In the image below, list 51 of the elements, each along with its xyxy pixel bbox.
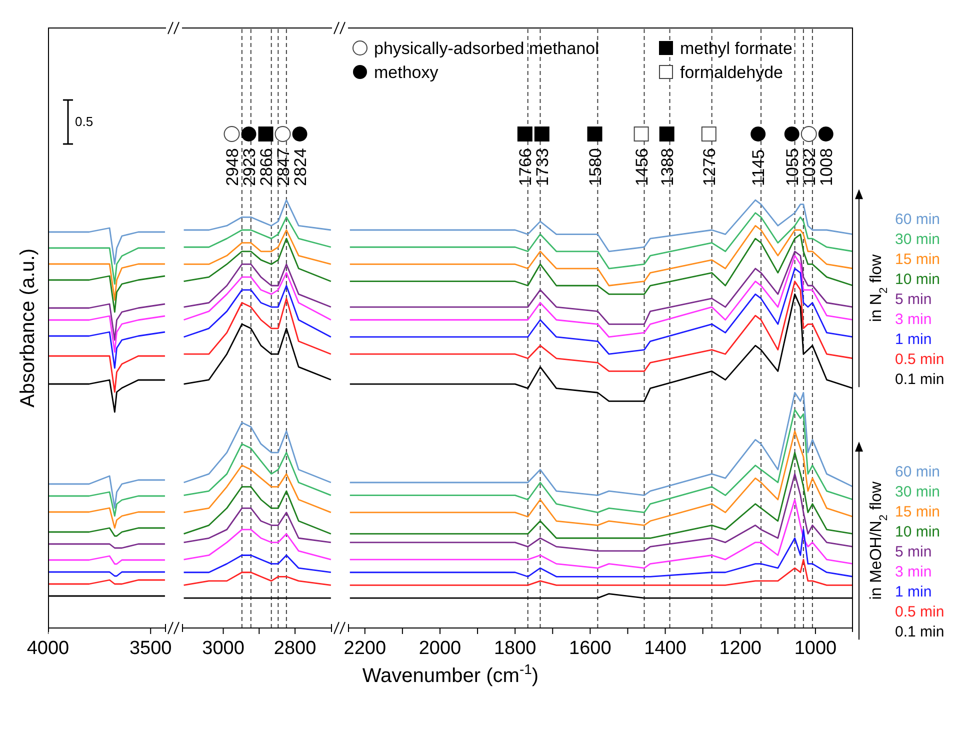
x-tick-label: 2000 <box>418 638 462 659</box>
text: 30 min <box>895 484 940 501</box>
x-tick-label: 1000 <box>794 638 837 659</box>
ref-line-label: 1733 <box>532 148 552 186</box>
text: 30 min <box>895 231 940 248</box>
ref-line-label: 1055 <box>782 148 802 186</box>
text: 10 min <box>895 271 940 288</box>
x-tick-label: 1800 <box>494 638 536 659</box>
x-tick-label: 3000 <box>202 638 244 659</box>
x-tick-label: 4000 <box>26 638 70 659</box>
x-tick-label: 1200 <box>719 638 762 659</box>
x-tick-label: 1400 <box>644 638 686 659</box>
ref-line-label: 2847 <box>274 148 293 186</box>
ref-line-label: 1008 <box>816 148 836 186</box>
text: methoxy <box>374 63 439 82</box>
text: 0.1 min <box>895 371 944 388</box>
ref-line-label: 1580 <box>586 148 605 186</box>
ref-line-label: 1388 <box>658 148 677 186</box>
ref-line-label: 1766 <box>516 148 535 186</box>
text: 5 min <box>895 291 932 308</box>
ref-line-label: 1145 <box>749 149 768 186</box>
text: 60 min <box>895 211 940 228</box>
text: 0.5 <box>75 114 94 129</box>
text: 0.5 min <box>895 604 944 621</box>
text: 3 min <box>895 311 932 328</box>
ref-line-label: 1032 <box>800 148 819 186</box>
text: 0.1 min <box>895 624 944 641</box>
text: 5 min <box>895 544 932 561</box>
ref-line-label: 2824 <box>290 148 310 186</box>
x-axis-title: Wavenumber (cm$^{-1}$) <box>362 661 539 687</box>
text: 1 min <box>895 584 932 601</box>
ref-line-label: 1276 <box>700 148 719 186</box>
y-axis-title: Absorbance (a.u.) <box>17 248 39 408</box>
ref-line-label: 2948 <box>222 148 242 186</box>
text: 15 min <box>895 504 940 521</box>
ref-line-label: 2923 <box>240 148 259 186</box>
text: 3 min <box>895 564 932 581</box>
ref-line-label: 2866 <box>256 148 276 186</box>
text: physically-adsorbed methanol <box>374 39 599 58</box>
x-tick-label: 2800 <box>274 638 316 659</box>
text: methyl formate <box>680 39 792 58</box>
text: formaldehyde <box>680 63 784 82</box>
text: 1 min <box>895 331 932 348</box>
text: 60 min <box>895 464 940 481</box>
text: 0.5 min <box>895 351 944 368</box>
x-tick-label: 2200 <box>344 638 386 659</box>
text: 15 min <box>895 251 940 268</box>
x-tick-label: 3500 <box>129 638 172 659</box>
text: 10 min <box>895 524 940 541</box>
ref-line-label: 1456 <box>632 148 652 186</box>
x-tick-label: 1600 <box>569 638 612 659</box>
